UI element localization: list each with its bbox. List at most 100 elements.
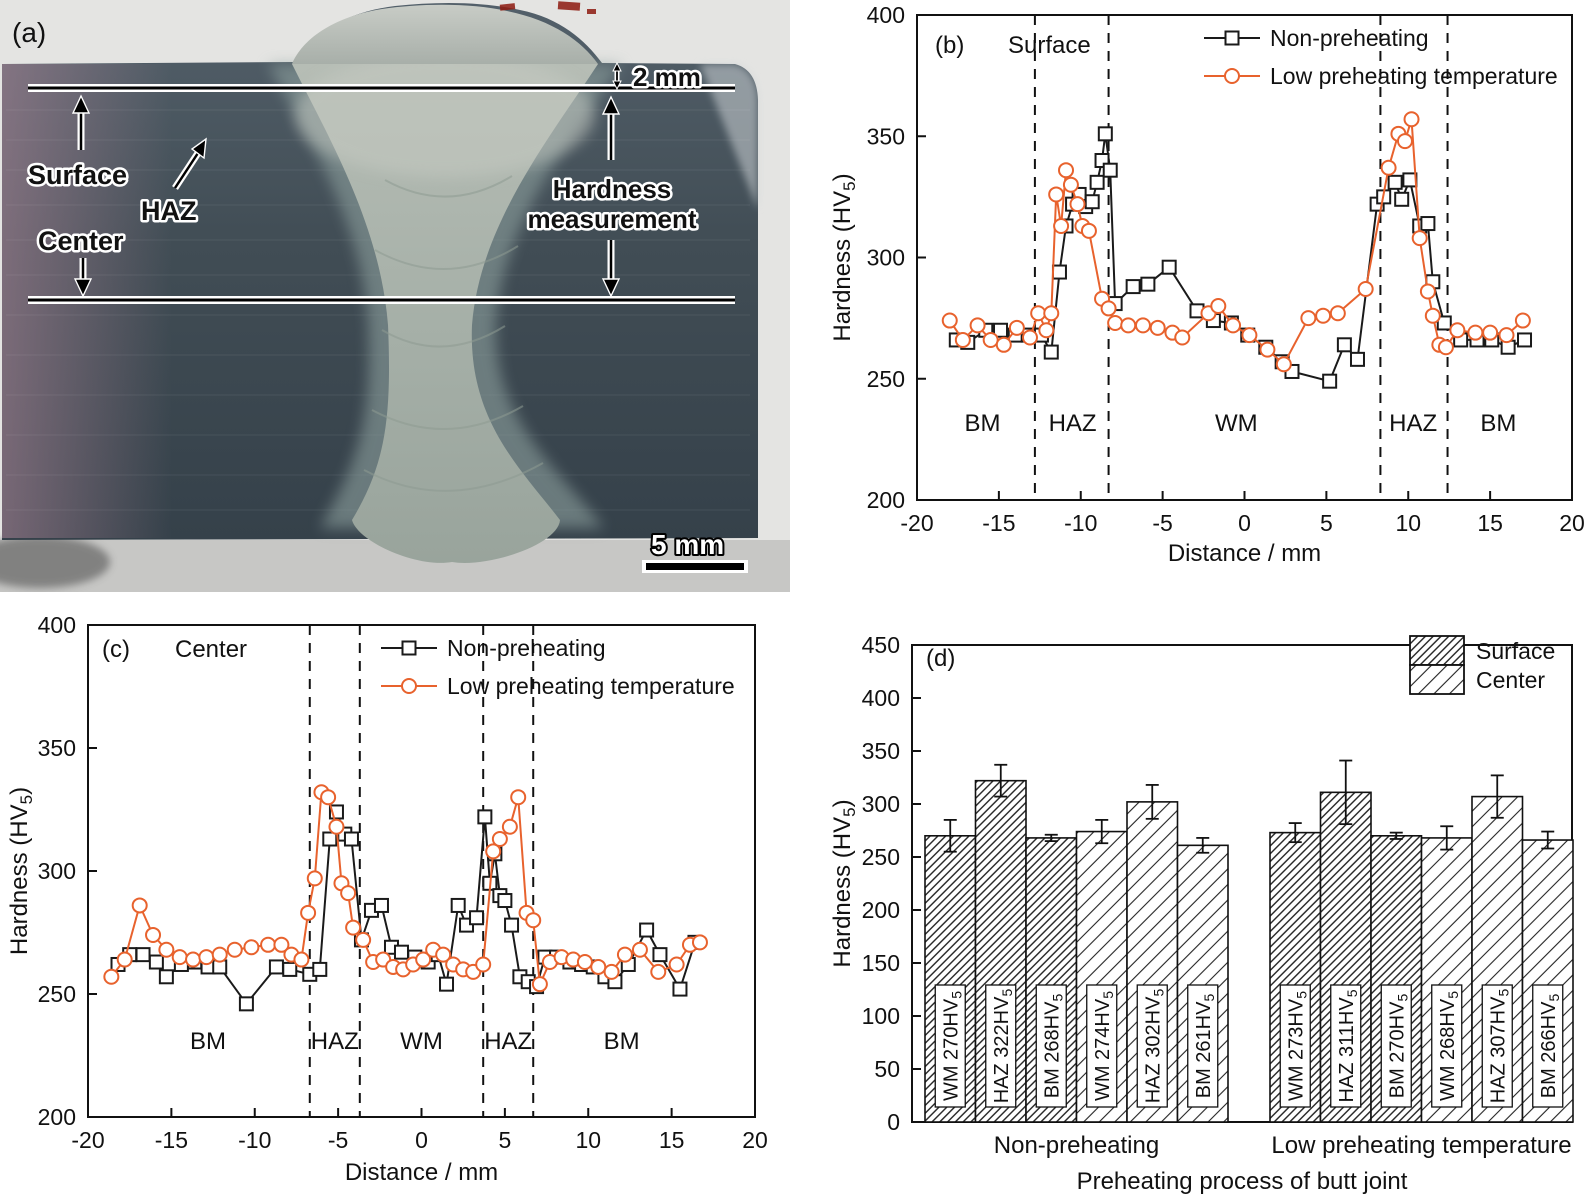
y-tick-label: 250 xyxy=(862,844,900,870)
data-point xyxy=(590,958,607,975)
zone-label: WM xyxy=(1215,410,1258,437)
legend-label: Low preheating temperature xyxy=(447,673,735,699)
weld-photo-illustration: 2 mm Surface HAZ Center xyxy=(0,0,790,592)
y-tick-label: 450 xyxy=(862,632,900,658)
bar-label: HAZ 307HV5 xyxy=(1487,989,1511,1104)
legend-entry: Low preheating temperature xyxy=(381,673,735,699)
legend-swatch-surface xyxy=(1409,635,1465,666)
data-point xyxy=(226,941,243,958)
x-tick-label: -20 xyxy=(71,1127,104,1153)
data-point xyxy=(639,922,655,938)
x-tick-label: 5 xyxy=(498,1127,511,1153)
specimen-highlight xyxy=(700,64,758,210)
bar-bm-266hv: BM 266HV5 xyxy=(1521,830,1574,1123)
haz-arrow xyxy=(172,137,207,190)
bar-label: BM 261HV5 xyxy=(1193,994,1217,1099)
data-point xyxy=(300,904,317,921)
data-point xyxy=(1482,324,1499,341)
data-point xyxy=(1225,317,1242,334)
data-point xyxy=(603,963,620,980)
data-point xyxy=(282,961,298,977)
data-point xyxy=(969,317,986,334)
legend-label: Surface xyxy=(1476,638,1555,664)
data-point xyxy=(198,949,215,966)
hardness-label-line2: measurement xyxy=(527,204,696,234)
bar-label-box xyxy=(1532,984,1564,1108)
data-point xyxy=(145,926,162,943)
zone-label: BM xyxy=(965,410,1001,437)
x-tick-label: 5 xyxy=(1320,510,1333,536)
panel-c-center-chart: -20 -15 -10 -5 0 5 10 15 20 200 250 300 350 400 BM HAZ W… xyxy=(0,600,790,1196)
data-point xyxy=(1300,310,1317,327)
x-tick-label: 15 xyxy=(659,1127,685,1153)
center-arrow xyxy=(73,258,93,298)
y-axis-title: Hardness (HV5) xyxy=(829,799,859,967)
data-point xyxy=(1449,322,1466,339)
x-tick-label: 0 xyxy=(415,1127,428,1153)
data-point xyxy=(1329,305,1346,322)
data-point xyxy=(185,951,202,968)
x-tick-label: 20 xyxy=(742,1127,768,1153)
data-point xyxy=(435,946,452,963)
y-tick-label: 100 xyxy=(862,1003,900,1029)
bar-haz-311hv: HAZ 311HV5 xyxy=(1319,759,1372,1123)
bar-bm-268hv: BM 268HV5 xyxy=(1025,833,1078,1123)
weld-cap xyxy=(292,4,598,65)
data-point xyxy=(1058,162,1075,179)
data-point xyxy=(525,912,542,929)
surface-label: Surface xyxy=(28,160,127,190)
data-point xyxy=(450,897,466,913)
x-tick-label: -5 xyxy=(1152,510,1172,536)
panel-b-surface-chart: -20 -15 -10 -5 0 5 10 15 20 200 250 300 350 400 BM HAZ W… xyxy=(820,0,1587,590)
legend-entry: Low preheating temperature xyxy=(1204,63,1558,89)
data-point xyxy=(1467,324,1484,341)
depth-label: 2 mm xyxy=(633,62,701,92)
bar-label: WM 268HV5 xyxy=(1437,991,1461,1101)
x-tick-label: 0 xyxy=(1238,510,1251,536)
data-point xyxy=(469,910,485,926)
data-point xyxy=(1498,327,1515,344)
data-point xyxy=(1403,111,1420,128)
hardness-down-arrow xyxy=(601,240,621,298)
data-point xyxy=(1275,356,1292,373)
data-point xyxy=(501,818,518,835)
data-point xyxy=(320,789,337,806)
data-point xyxy=(531,976,548,993)
data-point xyxy=(1322,373,1338,389)
data-point xyxy=(1210,298,1227,314)
surface-arrow xyxy=(71,94,91,150)
bar-label: BM 268HV5 xyxy=(1041,994,1065,1099)
x-tick-label: -10 xyxy=(238,1127,271,1153)
x-tick-label: -15 xyxy=(155,1127,188,1153)
data-point xyxy=(1387,174,1403,190)
bar-bm-270hv: BM 270HV5 xyxy=(1370,831,1423,1123)
data-point xyxy=(1437,339,1454,356)
data-point xyxy=(1069,196,1086,213)
legend-entry: Non-preheating xyxy=(1204,25,1429,51)
data-point xyxy=(1089,174,1105,190)
y-tick-label: 350 xyxy=(867,123,905,149)
data-point xyxy=(1315,307,1332,324)
x-tick-label: -20 xyxy=(900,510,933,536)
bar-label-box xyxy=(1279,984,1311,1108)
y-tick-label: 150 xyxy=(862,950,900,976)
data-point xyxy=(1396,133,1413,150)
panel-tag: (b) xyxy=(935,32,964,59)
data-point xyxy=(1100,300,1117,317)
bar-label-box xyxy=(1086,984,1118,1108)
scale-label: 5 mm xyxy=(651,529,724,560)
bar-label-box xyxy=(985,984,1017,1108)
bar-label-box xyxy=(1187,984,1219,1108)
panel-tag: (c) xyxy=(102,636,130,663)
data-point xyxy=(1140,276,1156,292)
x-tick-label: 20 xyxy=(1559,510,1585,536)
bar-haz-302hv: HAZ 302HV5 xyxy=(1126,784,1179,1123)
data-point xyxy=(1419,283,1436,300)
hardness-bar-chart: 0 50 100 150 200 250 300 350 400 450 WM 270HV5 HAZ … xyxy=(829,632,1574,1195)
x-tick-label: -15 xyxy=(982,510,1015,536)
data-point xyxy=(373,897,389,913)
data-point xyxy=(631,941,648,958)
data-point xyxy=(260,936,277,953)
data-point xyxy=(497,893,513,909)
